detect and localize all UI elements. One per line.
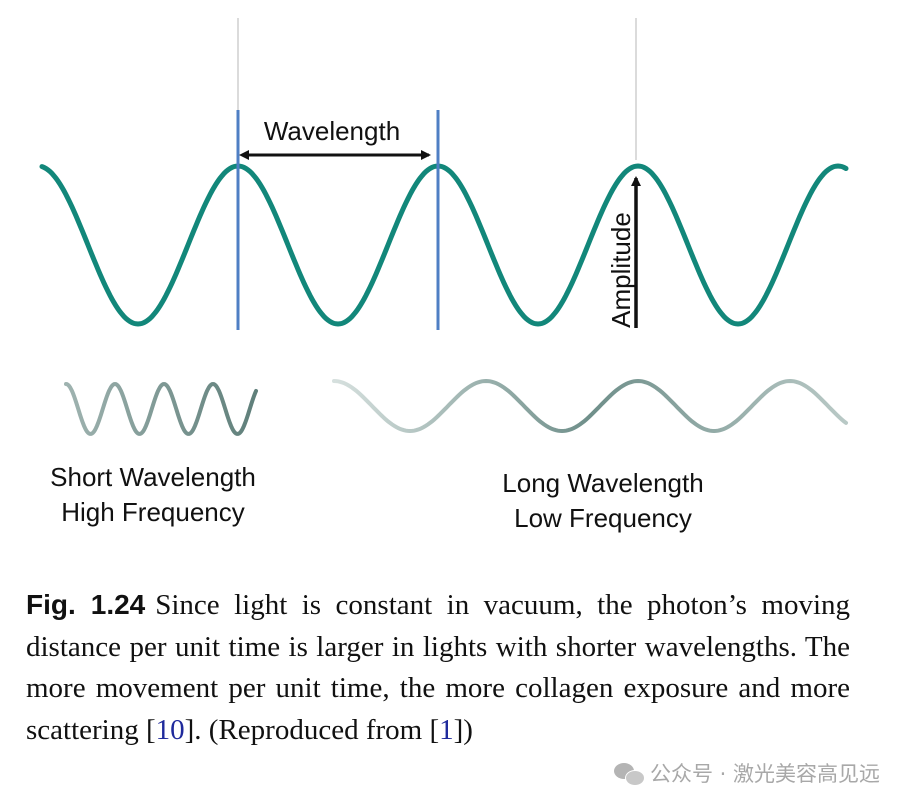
low-frequency-label: Low Frequency	[514, 503, 692, 533]
wechat-icon	[613, 761, 645, 786]
wavelength-label: Wavelength	[264, 116, 400, 146]
short-wavelength-label: Short Wavelength	[50, 462, 256, 492]
watermark: 公众号 · 激光美容高见远	[613, 758, 880, 788]
caption-ref-1[interactable]: 1	[439, 713, 454, 746]
caption-text-2: ]. (Reproduced from [	[184, 713, 440, 746]
caption-text-1: Since light is constant in vacuum, the p…	[26, 589, 850, 746]
caption-text-3: ])	[453, 713, 473, 746]
figure-caption: Fig. 1.24 Since light is constant in vacu…	[26, 584, 850, 751]
watermark-text: 公众号 · 激光美容高见远	[649, 762, 880, 786]
amplitude-label: Amplitude	[606, 212, 636, 328]
long-wavelength-wave	[332, 378, 848, 434]
high-frequency-label: High Frequency	[61, 497, 245, 527]
main-wave	[39, 163, 849, 327]
short-wavelength-wave	[64, 381, 258, 436]
caption-ref-10[interactable]: 10	[155, 713, 185, 746]
figure-number: Fig. 1.24	[26, 589, 146, 620]
long-wavelength-label: Long Wavelength	[502, 468, 703, 498]
wave-diagram: Wavelength Amplitude Short Wavelength Hi…	[39, 18, 849, 533]
